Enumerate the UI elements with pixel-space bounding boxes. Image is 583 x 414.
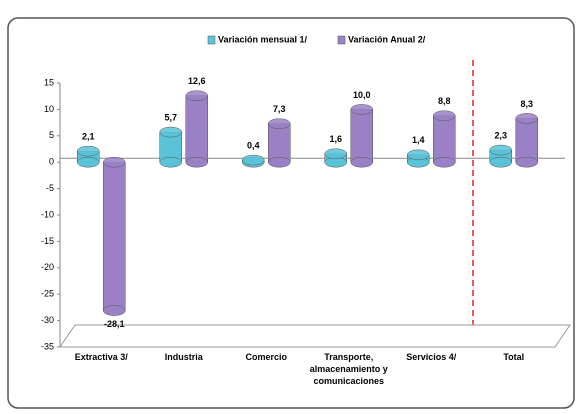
- value-label: 2,3: [494, 130, 507, 140]
- y-tick-label: 10: [44, 104, 54, 114]
- x-tick-label: Comercio: [245, 352, 287, 362]
- x-tick-label: Transporte, almacenamiento y comunicacio…: [309, 352, 388, 386]
- bar-body: [185, 95, 208, 163]
- legend-swatch: [207, 35, 216, 45]
- value-label: 10,0: [353, 90, 371, 100]
- bar-bottom: [268, 156, 291, 168]
- bar: [159, 126, 182, 168]
- bar-bottom: [489, 156, 512, 168]
- bar-bottom: [185, 156, 208, 168]
- bar-top: [407, 149, 430, 161]
- legend-swatch: [337, 35, 346, 45]
- bar: [77, 145, 100, 168]
- bar: [242, 154, 265, 168]
- bar-top: [159, 126, 182, 138]
- bar-bottom: [350, 156, 373, 168]
- bar-bottom: [515, 156, 538, 168]
- bar: [433, 110, 456, 168]
- bar-body: [103, 161, 126, 311]
- y-tick-label: -10: [41, 209, 54, 219]
- value-label: 8,3: [520, 99, 533, 109]
- bar: [407, 149, 430, 168]
- x-tick-label: Total: [503, 352, 525, 362]
- y-tick-label: 0: [49, 157, 54, 167]
- value-label: -28,1: [104, 319, 125, 329]
- x-tick-label: Extractiva 3/: [74, 352, 128, 362]
- value-label: 12,6: [188, 76, 206, 86]
- value-label: 1,6: [329, 134, 342, 144]
- bar-body: [433, 115, 456, 163]
- bar-bottom: [159, 156, 182, 168]
- value-label: 8,8: [438, 96, 451, 106]
- bar: [103, 156, 126, 316]
- bar: [185, 90, 208, 168]
- y-tick-label: -30: [41, 315, 54, 325]
- bar-top: [324, 148, 347, 160]
- bar-top: [515, 113, 538, 124]
- bar-top: [77, 145, 100, 157]
- y-tick-label: -25: [41, 289, 54, 299]
- value-label: 1,4: [412, 135, 425, 145]
- bar: [489, 144, 512, 168]
- legend-label: Variación mensual 1/: [218, 34, 308, 44]
- bar-top: [268, 118, 291, 129]
- bar: [324, 148, 347, 168]
- y-tick-label: 5: [49, 130, 54, 140]
- legend-label: Variación Anual 2/: [348, 34, 426, 44]
- bar-top: [350, 104, 373, 115]
- panel: [7, 17, 575, 409]
- bar-top: [433, 110, 456, 121]
- bar-bottom: [103, 305, 126, 316]
- bar-body: [350, 109, 373, 163]
- bar-top: [242, 154, 265, 166]
- y-tick-label: -20: [41, 262, 54, 272]
- bar-body: [268, 123, 291, 163]
- bar-top: [489, 144, 512, 156]
- y-tick-label: -5: [46, 183, 54, 193]
- y-tick-label: 15: [44, 77, 54, 87]
- bar: [350, 104, 373, 168]
- x-tick-label: Industria: [164, 352, 203, 362]
- value-label: 7,3: [273, 104, 286, 114]
- bar-top: [103, 156, 126, 168]
- y-tick-label: -35: [41, 341, 54, 351]
- bar-bottom: [77, 156, 100, 168]
- x-tick-label: Servicios 4/: [406, 352, 457, 362]
- floor: [59, 324, 571, 348]
- value-label: 5,7: [164, 112, 177, 122]
- y-tick-label: -15: [41, 236, 54, 246]
- bar: [515, 113, 538, 168]
- bar: [268, 118, 291, 168]
- bar-bottom: [433, 156, 456, 168]
- bar-top: [185, 90, 208, 101]
- value-label: 2,1: [82, 131, 95, 141]
- value-label: 0,4: [247, 140, 260, 150]
- bar-body: [515, 118, 538, 163]
